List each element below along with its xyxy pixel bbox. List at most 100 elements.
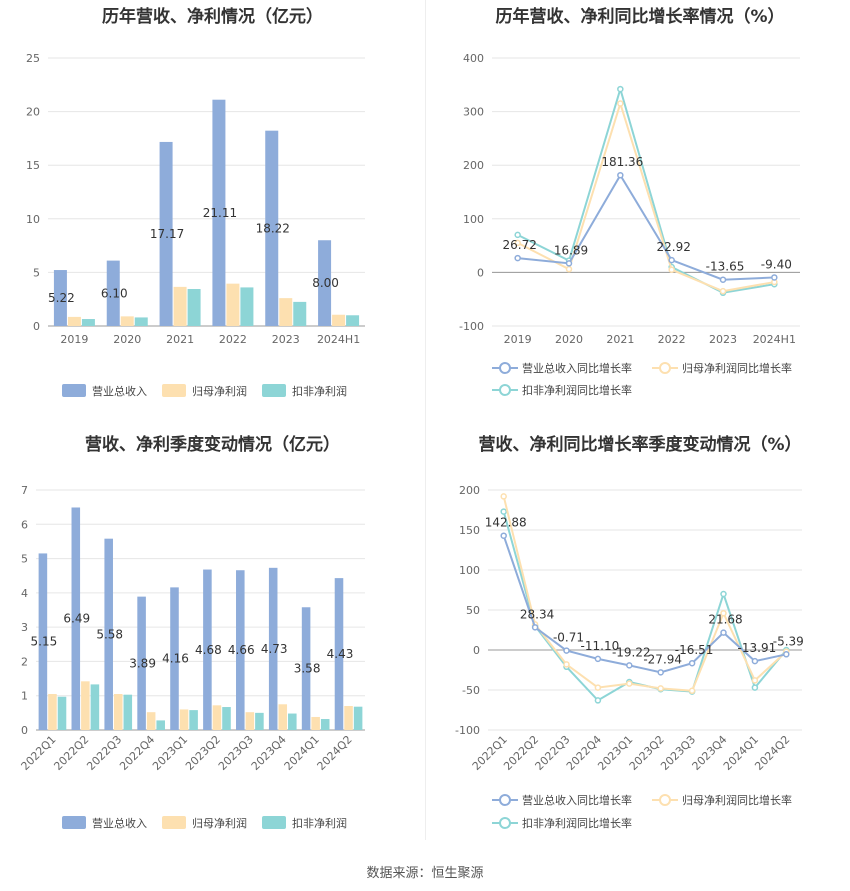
legend-label: 营业总收入同比增长率: [522, 361, 632, 375]
bar: [212, 705, 222, 730]
y-tick-label: -100: [455, 724, 480, 737]
bar: [159, 141, 173, 326]
x-tick-label: 2021: [606, 333, 634, 346]
chart-panel-annual-revenue: 历年营收、净利情况（亿元） 0 5 10 15 20 25 5.22 6.10 17.17 21.…: [0, 0, 425, 410]
data-label: -5.39: [773, 634, 804, 648]
data-point: [563, 647, 570, 654]
bar: [353, 706, 363, 730]
bar: [38, 553, 48, 730]
x-tick-label: 2024Q1: [282, 733, 322, 773]
bar: [48, 694, 57, 730]
data-label: 5.58: [96, 627, 123, 641]
bar: [279, 298, 293, 326]
data-point: [657, 685, 664, 692]
data-point: [783, 651, 790, 658]
bar: [255, 712, 264, 730]
data-point: [514, 254, 521, 262]
x-tick-label: 2022Q1: [19, 733, 59, 773]
y-tick-label: 200: [459, 484, 480, 497]
data-point: [688, 659, 696, 667]
data-label: 4.16: [162, 652, 189, 666]
x-tick-label: 2022Q3: [84, 733, 124, 773]
data-point: [720, 629, 727, 636]
x-tick-label: 2023Q4: [249, 733, 289, 773]
data-label: 181.36: [601, 155, 643, 169]
bar: [278, 704, 288, 730]
legend-marker: [659, 794, 671, 806]
bar: [120, 316, 134, 326]
data-point: [514, 231, 521, 239]
data-point: [771, 274, 778, 281]
data-label: -13.65: [706, 260, 745, 274]
data-point: [617, 100, 624, 107]
bar: [346, 315, 360, 326]
data-label: 4.66: [228, 643, 255, 657]
data-point: [500, 532, 507, 539]
bar: [67, 316, 81, 326]
bar: [57, 696, 67, 730]
data-label: 142.88: [485, 516, 527, 530]
data-point: [657, 669, 664, 676]
series-line: [502, 511, 788, 702]
data-label: -16.51: [675, 643, 714, 657]
data-label: 5.22: [48, 291, 75, 305]
data-label: 4.68: [195, 643, 222, 657]
bar: [320, 719, 330, 730]
chart-title: 营收、净利季度变动情况（亿元）: [85, 435, 340, 455]
panel-divider: [425, 0, 426, 840]
y-tick-label: 50: [466, 604, 480, 617]
bar: [173, 286, 187, 326]
bar: [265, 130, 279, 326]
legend-label: 扣非净利润同比增长率: [522, 816, 632, 830]
data-point: [751, 677, 759, 684]
bar: [146, 712, 156, 730]
y-tick-label: -50: [462, 684, 480, 697]
data-point: [565, 260, 573, 267]
data-label: 21.68: [708, 613, 742, 627]
x-tick-label: 2019: [60, 333, 88, 346]
chart-title: 历年营收、净利情况（亿元）: [102, 7, 323, 27]
y-tick-label: 0: [21, 724, 28, 737]
data-label: 16.89: [554, 243, 588, 257]
bar: [332, 314, 346, 326]
data-point: [531, 624, 539, 631]
x-tick-label: 2024Q2: [315, 733, 355, 773]
legend-swatch: [62, 816, 86, 829]
y-tick-label: 3: [21, 621, 28, 634]
data-label: 3.58: [294, 662, 321, 676]
x-tick-label: 2019: [504, 333, 532, 346]
data-point: [668, 266, 675, 273]
legend-label: 扣非净利润: [292, 384, 347, 398]
chart-quarterly-revenue-profit: 0 1 2 3 4 5 6 7 5.15 6.49 5.58 3.89 4.16 4.68 4.66 4.73…: [19, 484, 365, 830]
x-tick-label: 2023: [272, 333, 300, 346]
data-point: [719, 287, 727, 295]
legend-label: 归母净利润: [192, 384, 247, 398]
x-tick-label: 2023Q1: [150, 733, 190, 773]
data-point: [594, 655, 602, 663]
data-point: [500, 493, 507, 500]
bar: [189, 710, 198, 730]
legend-label: 营业总收入: [92, 384, 147, 398]
series-line: [502, 535, 787, 674]
bar: [81, 319, 95, 326]
y-tick-label: 0: [473, 644, 480, 657]
chart-panel-quarterly-growth: 营收、净利同比增长率季度变动情况（%） -100 -50 0 50 100 150 200 1…: [430, 428, 850, 848]
bar: [90, 684, 100, 730]
y-tick-label: 20: [26, 106, 40, 119]
bar: [170, 587, 179, 730]
data-label: 3.89: [129, 656, 156, 670]
bar: [245, 712, 255, 730]
data-label: 22.92: [656, 240, 690, 254]
y-tick-label: 7: [21, 484, 28, 497]
y-tick-label: 4: [21, 587, 28, 600]
bar: [301, 607, 311, 730]
y-tick-label: 2: [21, 655, 28, 668]
x-tick-label: 2022: [219, 333, 247, 346]
data-label: 28.34: [520, 607, 554, 621]
y-tick-label: 0: [477, 266, 484, 279]
data-label: 18.22: [256, 221, 290, 235]
x-tick-label: 2024Q2: [752, 733, 792, 773]
data-label: 4.43: [327, 647, 354, 661]
bar: [288, 713, 297, 730]
y-tick-label: 5: [33, 266, 40, 279]
